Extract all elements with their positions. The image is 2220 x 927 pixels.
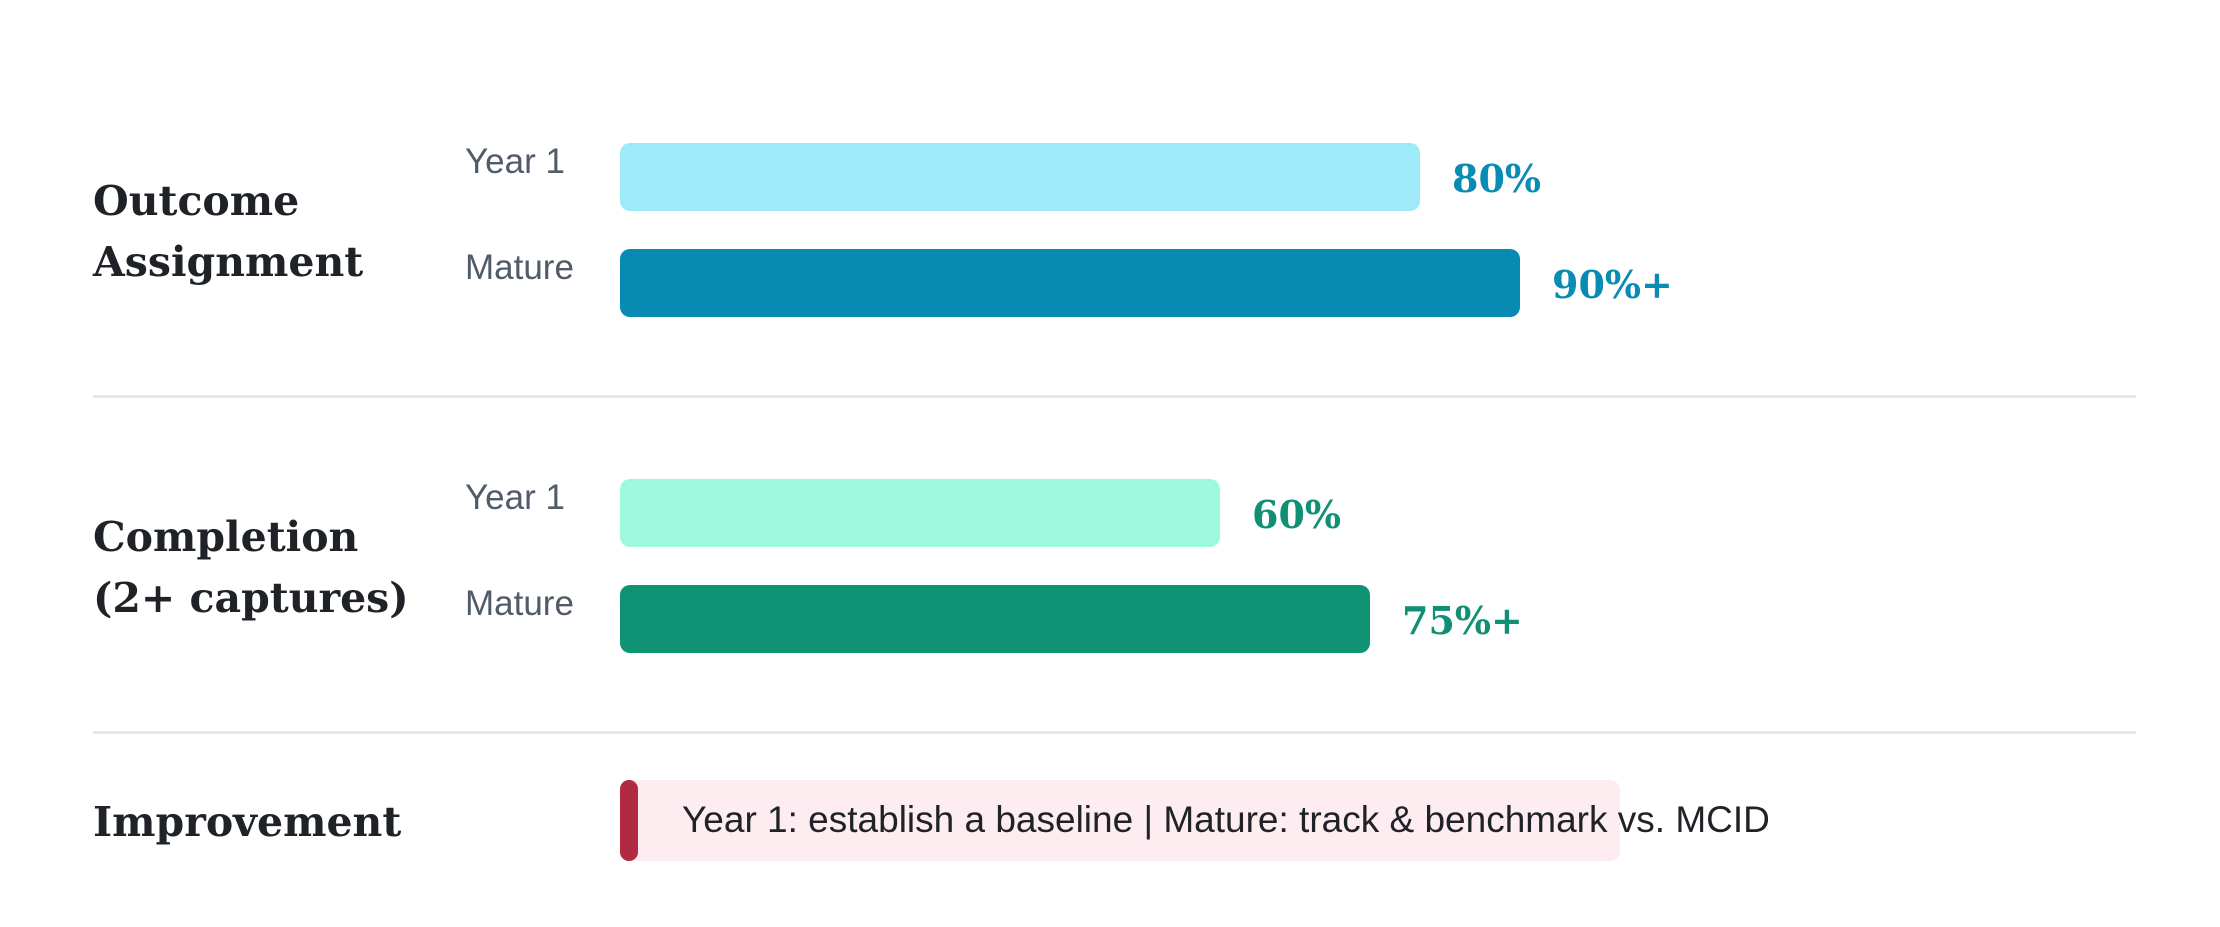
group-outcome-assignment: Outcome Assignment Year 1 80% Mature 90%… bbox=[93, 138, 2136, 328]
bar bbox=[620, 143, 1420, 211]
bar-label: Mature bbox=[465, 584, 574, 623]
bar-track: 90%+ bbox=[620, 249, 1673, 317]
bar-row: Mature 75%+ bbox=[93, 585, 2136, 653]
bar-value-label: 75%+ bbox=[1402, 598, 1523, 643]
bar-track: 75%+ bbox=[620, 585, 1620, 653]
bar-label: Year 1 bbox=[465, 478, 565, 517]
bar-value-label: 90%+ bbox=[1552, 262, 1673, 307]
group-title: Completion (2+ captures) bbox=[93, 513, 409, 622]
bar-label: Mature bbox=[465, 248, 574, 287]
divider bbox=[93, 731, 2136, 734]
bar-value-label: 60% bbox=[1252, 492, 1341, 537]
bar-row: Year 1 60% bbox=[93, 479, 2136, 547]
bar-row: Year 1 80% bbox=[93, 143, 2136, 211]
note-box: Year 1: establish a baseline | Mature: t… bbox=[620, 780, 1770, 861]
bar-label: Year 1 bbox=[465, 142, 565, 181]
bar bbox=[620, 585, 1370, 653]
bar-row: Mature 90%+ bbox=[93, 249, 2136, 317]
note-title: Improvement bbox=[93, 798, 402, 846]
bar-track: 60% bbox=[620, 479, 1620, 547]
bar-track: 80% bbox=[620, 143, 1620, 211]
note-accent-bar bbox=[620, 780, 638, 861]
group-title: Outcome Assignment bbox=[93, 177, 364, 286]
note-text: Year 1: establish a baseline | Mature: t… bbox=[682, 799, 1770, 840]
bar bbox=[620, 479, 1220, 547]
divider bbox=[93, 395, 2136, 398]
bar bbox=[620, 249, 1520, 317]
group-completion: Completion (2+ captures) Year 1 60% Matu… bbox=[93, 474, 2136, 664]
bar-value-label: 80% bbox=[1452, 156, 1541, 201]
